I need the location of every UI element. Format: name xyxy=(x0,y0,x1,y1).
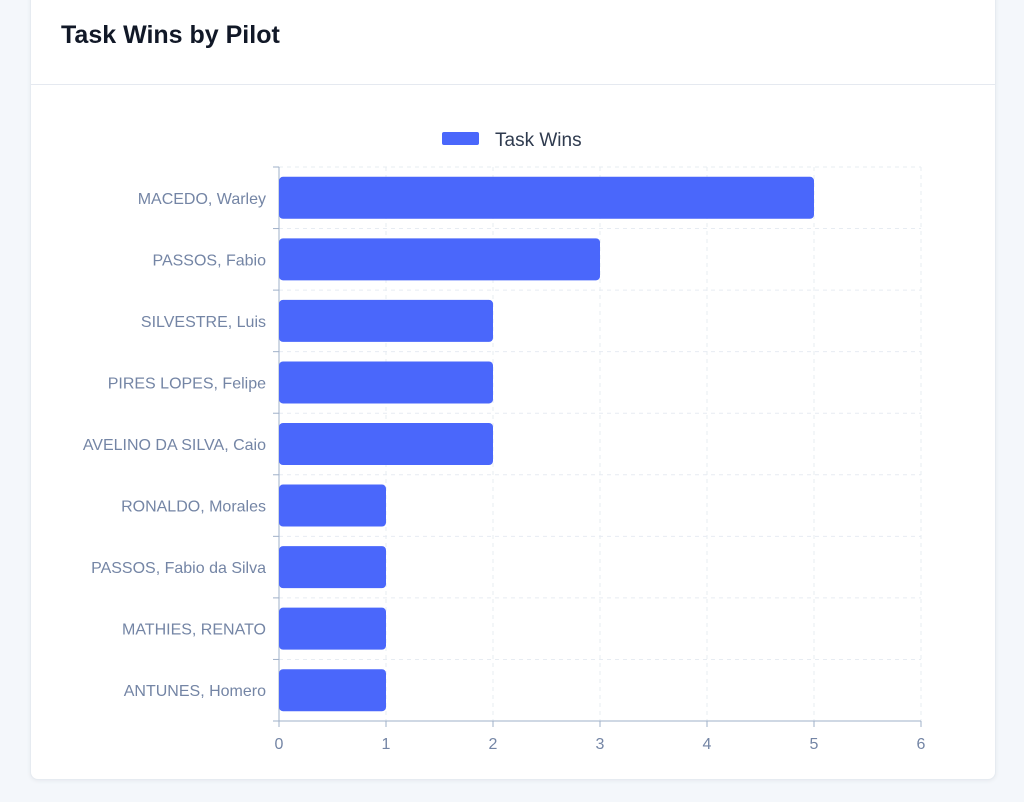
bar xyxy=(279,607,386,650)
bar xyxy=(279,299,493,342)
y-tick-label: ANTUNES, Homero xyxy=(124,683,266,700)
bar xyxy=(279,423,493,465)
y-tick-label: MACEDO, Warley xyxy=(138,191,266,208)
card-header: Task Wins by Pilot xyxy=(31,0,995,85)
x-tick-label: 1 xyxy=(382,736,391,753)
legend-label: Task Wins xyxy=(495,130,582,151)
chart-card: Task Wins by Pilot xyxy=(30,0,996,780)
y-tick-label: RONALDO, Morales xyxy=(121,499,266,516)
bar xyxy=(279,546,386,589)
bar xyxy=(279,669,386,712)
x-tick-label: 2 xyxy=(489,736,498,753)
x-tick-label: 0 xyxy=(275,736,284,753)
y-tick-label: MATHIES, RENATO xyxy=(122,622,266,639)
bar xyxy=(279,238,600,281)
y-tick-label: SILVESTRE, Luis xyxy=(141,314,266,331)
legend-swatch xyxy=(442,132,479,145)
y-tick-label: PASSOS, Fabio xyxy=(152,252,266,269)
x-tick-label: 3 xyxy=(596,736,605,753)
x-tick-label: 5 xyxy=(810,736,819,753)
bar xyxy=(279,484,386,527)
y-tick-label: PIRES LOPES, Felipe xyxy=(108,375,266,392)
x-tick-label: 6 xyxy=(917,736,926,753)
x-tick-label: 4 xyxy=(703,736,712,753)
bar xyxy=(279,176,814,219)
y-tick-label: AVELINO DA SILVA, Caio xyxy=(83,437,266,454)
bar xyxy=(279,361,493,404)
card-title: Task Wins by Pilot xyxy=(61,21,280,49)
y-tick-label: PASSOS, Fabio da Silva xyxy=(91,560,266,577)
